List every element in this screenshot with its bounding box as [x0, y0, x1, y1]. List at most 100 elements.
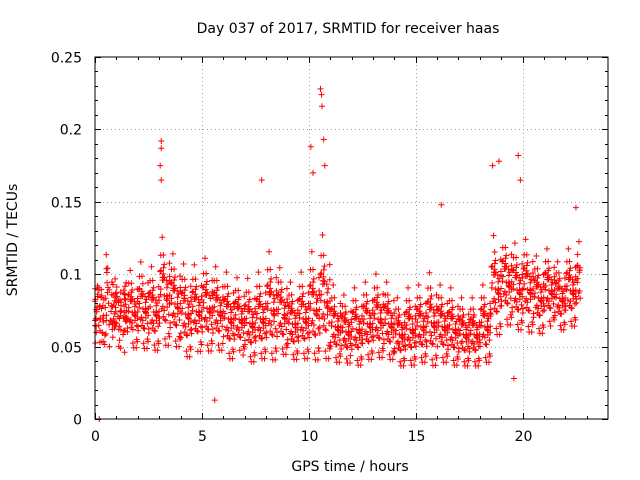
data-point — [213, 325, 220, 332]
data-point — [319, 314, 326, 321]
data-point — [253, 283, 260, 290]
data-point — [381, 319, 388, 326]
data-point — [428, 332, 435, 339]
data-point — [241, 337, 248, 344]
data-point — [508, 251, 515, 258]
data-point — [422, 350, 429, 357]
y-tick-label: 0.1 — [60, 268, 82, 284]
data-point — [274, 292, 281, 299]
data-point — [418, 354, 425, 361]
data-point — [488, 284, 495, 291]
data-point — [209, 340, 216, 347]
data-point — [120, 331, 127, 338]
data-point — [234, 303, 241, 310]
data-point — [318, 291, 325, 298]
data-point — [530, 273, 537, 280]
data-point — [108, 302, 115, 309]
data-point — [302, 309, 309, 316]
data-point — [390, 334, 397, 341]
data-point — [563, 286, 570, 293]
data-point — [244, 275, 251, 282]
data-point — [482, 340, 489, 347]
data-point — [268, 331, 275, 338]
data-point — [328, 294, 335, 301]
data-point — [539, 321, 546, 328]
data-point — [159, 234, 166, 241]
data-point — [161, 261, 168, 268]
data-point — [559, 298, 566, 305]
data-point — [377, 304, 384, 311]
data-point — [427, 328, 434, 335]
data-point — [168, 266, 175, 273]
data-point — [427, 301, 434, 308]
data-point — [527, 291, 534, 298]
data-point — [160, 313, 167, 320]
data-point — [166, 260, 173, 267]
data-point — [221, 283, 228, 290]
data-point — [123, 279, 130, 286]
data-point — [501, 263, 508, 270]
data-point — [365, 351, 372, 358]
data-point — [129, 296, 136, 303]
data-point — [281, 305, 288, 312]
data-point — [416, 338, 423, 345]
data-point — [383, 279, 390, 286]
data-point — [304, 330, 311, 337]
data-point — [323, 327, 330, 334]
data-point — [381, 303, 388, 310]
data-point — [285, 303, 292, 310]
data-point — [487, 300, 494, 307]
data-point — [358, 312, 365, 319]
data-point — [216, 328, 223, 335]
data-point — [177, 273, 184, 280]
data-point — [478, 322, 485, 329]
data-point — [157, 252, 164, 259]
data-point — [273, 348, 280, 355]
data-point — [326, 261, 333, 268]
data-point — [149, 325, 156, 332]
data-point — [262, 348, 269, 355]
data-point — [197, 323, 204, 330]
data-point — [392, 306, 399, 313]
data-point — [157, 267, 164, 274]
data-point — [187, 283, 194, 290]
data-point — [523, 262, 530, 269]
data-point — [157, 286, 164, 293]
data-point — [232, 287, 239, 294]
data-point — [512, 269, 519, 276]
data-point — [427, 295, 434, 302]
data-point — [199, 328, 206, 335]
data-point — [116, 323, 123, 330]
data-point — [151, 342, 158, 349]
data-point — [245, 336, 252, 343]
data-point — [117, 326, 124, 333]
data-point — [161, 316, 168, 323]
data-point — [456, 316, 463, 323]
data-point — [320, 311, 327, 318]
data-point — [477, 343, 484, 350]
data-point — [281, 320, 288, 327]
data-point — [509, 308, 516, 315]
data-point — [198, 315, 205, 322]
data-point — [278, 286, 285, 293]
data-point — [162, 342, 169, 349]
data-point — [424, 299, 431, 306]
data-point — [187, 318, 194, 325]
data-point — [438, 338, 445, 345]
y-tick-label: 0.25 — [51, 51, 82, 67]
data-point — [572, 204, 579, 211]
data-point — [452, 321, 459, 328]
data-point — [121, 309, 128, 316]
data-point — [443, 359, 450, 366]
data-point — [350, 297, 357, 304]
data-point — [457, 306, 464, 313]
data-point — [343, 355, 350, 362]
data-point — [503, 316, 510, 323]
data-point — [203, 278, 210, 285]
data-point — [383, 330, 390, 337]
data-point — [482, 354, 489, 361]
data-point — [203, 323, 210, 330]
data-point — [405, 313, 412, 320]
data-point — [510, 285, 517, 292]
data-point — [415, 282, 422, 289]
